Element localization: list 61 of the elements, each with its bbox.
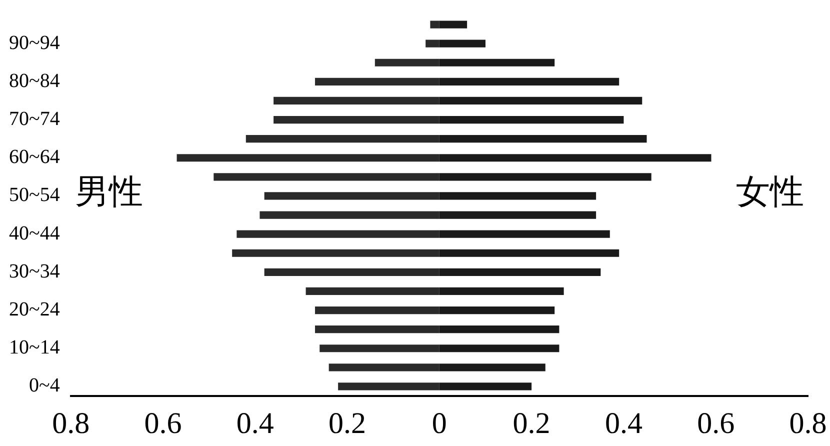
y-tick-label: 80~84 (8, 70, 60, 92)
bar (274, 116, 440, 124)
bar (315, 78, 440, 86)
bar (439, 78, 620, 86)
y-tick-label: 60~64 (8, 146, 60, 168)
bar (306, 287, 440, 296)
bar (439, 326, 560, 334)
y-tick-label: 10~14 (8, 336, 60, 359)
bar (439, 116, 624, 124)
x-tick-label: 0.6 (144, 406, 182, 440)
bar (439, 268, 601, 276)
bar (232, 249, 440, 257)
x-tick-label: 0.4 (236, 406, 274, 440)
x-tick-label: 0.8 (789, 406, 827, 440)
bar (439, 382, 532, 390)
x-tick-label: 0.2 (512, 406, 550, 440)
bar (439, 364, 546, 372)
y-tick-label: 30~34 (8, 260, 60, 282)
bar (439, 135, 647, 143)
bar (439, 287, 564, 296)
bar (328, 364, 440, 372)
bar (439, 40, 486, 48)
bar (430, 20, 440, 28)
bar (236, 230, 440, 238)
series-label: 女性 (736, 172, 804, 212)
bar (176, 154, 440, 162)
bar (274, 96, 440, 105)
bar (439, 306, 555, 314)
y-tick-label: 90~94 (8, 32, 60, 54)
bar (439, 173, 652, 181)
bar (439, 344, 560, 352)
x-tick-label: 0.2 (328, 406, 366, 440)
bar (246, 135, 440, 143)
bar (264, 268, 440, 276)
x-tick-label: 0.8 (52, 406, 90, 440)
series-label: 男性 (74, 172, 143, 212)
bar (315, 306, 440, 314)
y-tick-label: 70~74 (8, 108, 60, 130)
y-tick-label: 40~44 (8, 222, 60, 244)
y-tick-label: 20~24 (8, 298, 60, 321)
y-tick-label: 0~4 (28, 374, 60, 397)
bar (439, 96, 642, 105)
bar (320, 344, 440, 352)
bar (439, 58, 555, 66)
bar (439, 249, 620, 257)
bar (426, 40, 440, 48)
bar (439, 192, 596, 200)
x-tick-label: 0 (432, 406, 447, 440)
x-tick-label: 0.6 (697, 406, 735, 440)
bar (439, 154, 712, 162)
x-tick-label: 0.4 (604, 406, 642, 440)
bar (439, 20, 468, 28)
bar (439, 211, 596, 219)
bar (214, 173, 440, 181)
bar (260, 211, 440, 219)
bar (315, 326, 440, 334)
y-tick-label: 50~54 (8, 184, 60, 206)
bar (264, 192, 440, 200)
bar (439, 230, 610, 238)
bar (338, 382, 440, 390)
bar (374, 58, 440, 66)
